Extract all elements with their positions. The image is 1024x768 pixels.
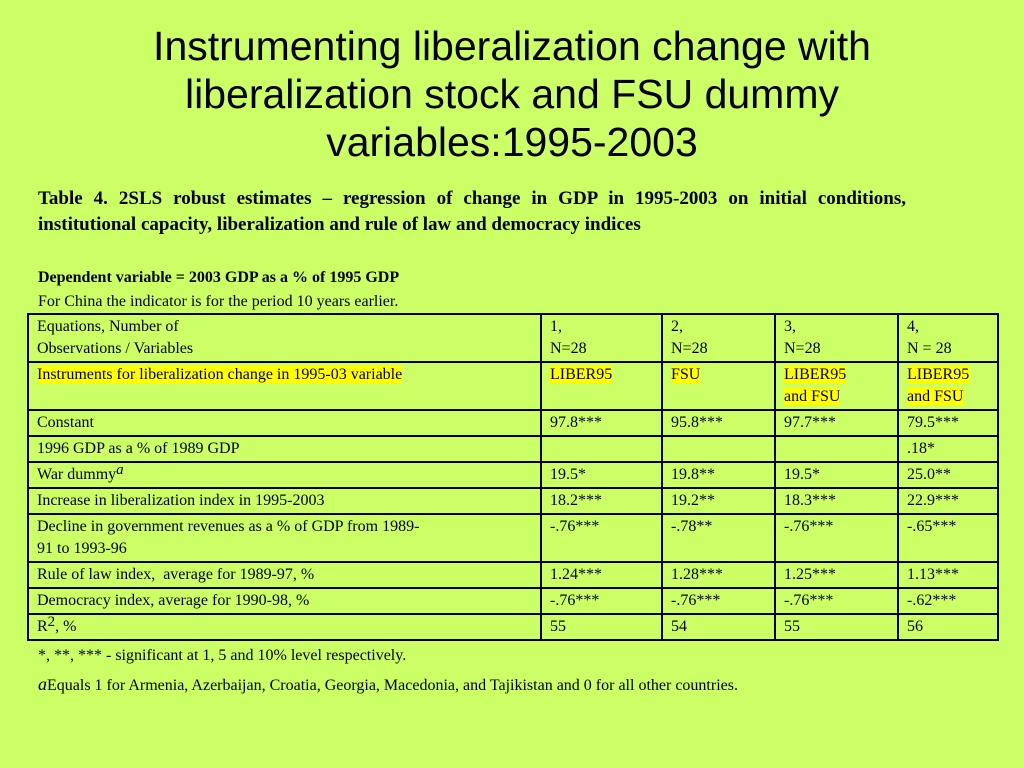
instruments-c3-line1: LIBER95 (784, 366, 847, 383)
row-value-1 (540, 435, 663, 463)
instruments-label: Instruments for liberalization change in… (37, 366, 403, 383)
row-value-3: 97.7*** (774, 409, 899, 437)
row-label-cell: War dummya (27, 461, 542, 489)
row-value-2: -.78** (661, 513, 776, 563)
header-col-3-num: 3, (784, 318, 796, 335)
row-label: Rule of law index, average for 1989-97, … (27, 561, 542, 589)
row-label: Democracy index, average for 1990-98, % (27, 587, 542, 615)
row-label: Increase in liberalization index in 1995… (27, 487, 542, 515)
table-row-r-squared: R2, % 55 54 55 56 (27, 613, 999, 641)
r-squared-exponent: 2 (47, 614, 56, 630)
row-value-4: -.62*** (897, 587, 999, 615)
row-value-4: 22.9*** (897, 487, 999, 515)
table-row-gdp1996: 1996 GDP as a % of 1989 GDP .18* (27, 435, 999, 463)
table-header-row: Equations, Number of Observations / Vari… (27, 313, 999, 363)
row-value-2: 19.8** (661, 461, 776, 489)
row-value-2: 19.2** (661, 487, 776, 515)
instruments-c4-line1: LIBER95 (907, 366, 970, 383)
row-value-4: 25.0** (897, 461, 999, 489)
footnote: aEquals 1 for Armenia, Azerbaijan, Croat… (38, 672, 906, 698)
footnote-text: Equals 1 for Armenia, Azerbaijan, Croati… (47, 677, 738, 694)
header-col-1-num: 1, (550, 318, 562, 335)
row-value-2: 1.28*** (661, 561, 776, 589)
instruments-c3-cell: LIBER95 and FSU (774, 361, 899, 411)
row-value-2: 95.8*** (661, 409, 776, 437)
header-label-line2: Observations / Variables (37, 340, 194, 357)
table-row-rule-of-law: Rule of law index, average for 1989-97, … (27, 561, 999, 589)
row-value-1: 19.5* (540, 461, 663, 489)
row-value-1: 55 (540, 613, 663, 641)
header-col-2-n: N=28 (671, 340, 708, 357)
row-value-3: 18.3*** (774, 487, 899, 515)
china-note: For China the indicator is for the perio… (38, 293, 399, 310)
header-col-3-n: N=28 (784, 340, 821, 357)
row-value-4: 79.5*** (897, 409, 999, 437)
header-col-3: 3, N=28 (774, 313, 899, 363)
r-squared-unit: , % (55, 618, 77, 635)
table-row-instruments: Instruments for liberalization change in… (27, 361, 999, 411)
row-value-3: 19.5* (774, 461, 899, 489)
header-col-4: 4, N = 28 (897, 313, 999, 363)
instruments-c2: FSU (671, 366, 701, 383)
row-value-4: 56 (897, 613, 999, 641)
row-label-line2: 91 to 1993-96 (37, 540, 127, 557)
dependent-variable-note: Dependent variable = 2003 GDP as a % of … (38, 269, 400, 286)
footnote-marker: a (38, 674, 47, 694)
header-col-4-n: N = 28 (907, 340, 952, 357)
instruments-c4-line2: and FSU (907, 388, 964, 405)
row-value-3: 55 (774, 613, 899, 641)
row-value-4: -.65*** (897, 513, 999, 563)
row-value-2 (661, 435, 776, 463)
row-value-3: -.76*** (774, 587, 899, 615)
row-label: 1996 GDP as a % of 1989 GDP (27, 435, 542, 463)
row-value-3 (774, 435, 899, 463)
slide-title: Instrumenting liberalization change with… (153, 23, 871, 165)
header-col-1: 1, N=28 (540, 313, 663, 363)
row-value-1: 97.8*** (540, 409, 663, 437)
row-value-1: -.76*** (540, 513, 663, 563)
estimates-table: Equations, Number of Observations / Vari… (27, 313, 999, 641)
row-value-3: 1.25*** (774, 561, 899, 589)
table-row-revenues: Decline in government revenues as a % of… (27, 513, 999, 563)
instruments-label-cell: Instruments for liberalization change in… (27, 361, 542, 411)
row-value-4: .18* (897, 435, 999, 463)
instruments-c4-cell: LIBER95 and FSU (897, 361, 999, 411)
row-label-line1: Decline in government revenues as a % of… (37, 518, 420, 535)
instruments-c1: LIBER95 (550, 366, 613, 383)
row-value-2: -.76*** (661, 587, 776, 615)
table-row-democracy: Democracy index, average for 1990-98, % … (27, 587, 999, 615)
instruments-c2-cell: FSU (661, 361, 776, 411)
row-value-2: 54 (661, 613, 776, 641)
header-label-line1: Equations, Number of (37, 318, 179, 335)
table-row-liberalization-increase: Increase in liberalization index in 1995… (27, 487, 999, 515)
row-value-4: 1.13*** (897, 561, 999, 589)
row-value-1: 18.2*** (540, 487, 663, 515)
header-col-4-num: 4, (907, 318, 919, 335)
significance-note: *, **, *** - significant at 1, 5 and 10%… (38, 647, 407, 664)
row-value-1: 1.24*** (540, 561, 663, 589)
instruments-c3-line2: and FSU (784, 388, 841, 405)
footnote-marker: a (116, 462, 124, 478)
header-col-2: 2, N=28 (661, 313, 776, 363)
table-row-constant: Constant 97.8*** 95.8*** 97.7*** 79.5*** (27, 409, 999, 437)
r-squared-r: R (37, 618, 48, 635)
row-label-cell: Decline in government revenues as a % of… (27, 513, 542, 563)
table-caption: Table 4. 2SLS robust estimates – regress… (38, 188, 906, 235)
row-label: War dummy (37, 466, 117, 483)
row-label: Constant (27, 409, 542, 437)
instruments-c1-cell: LIBER95 (540, 361, 663, 411)
table-row-war-dummy: War dummya 19.5* 19.8** 19.5* 25.0** (27, 461, 999, 489)
row-value-3: -.76*** (774, 513, 899, 563)
header-col-2-num: 2, (671, 318, 683, 335)
header-label-cell: Equations, Number of Observations / Vari… (27, 313, 542, 363)
header-col-1-n: N=28 (550, 340, 587, 357)
row-value-1: -.76*** (540, 587, 663, 615)
row-label-cell: R2, % (27, 613, 542, 641)
